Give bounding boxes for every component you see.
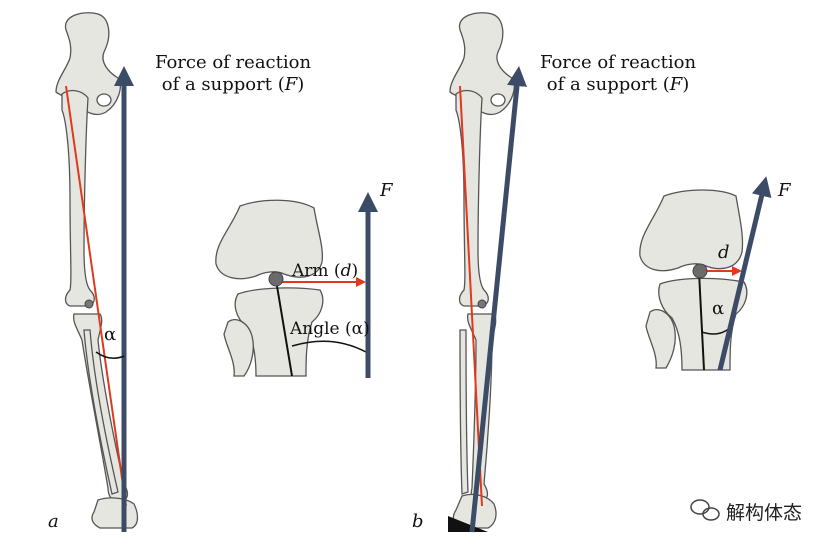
force-title-prefix-a: of a support ( — [161, 74, 285, 95]
watermark-text: 解构体态 — [726, 502, 803, 524]
force-symbol-b: F — [669, 74, 683, 95]
arm-label-a: Arm (d) — [292, 260, 358, 282]
panel-letter-a: a — [48, 511, 59, 532]
angle-arc-a — [291, 340, 367, 353]
knee-a — [215, 199, 324, 377]
mechanical-axis-b — [459, 85, 483, 507]
pelvis-b — [449, 12, 515, 116]
force-title-a: Force of reaction of a support (F) — [148, 52, 318, 96]
force-title-line1-b: Force of reaction — [539, 52, 697, 73]
heel-wedge-b — [448, 516, 488, 532]
angle-label-a: Angle (α) — [290, 319, 370, 339]
watermark: 解构体态 — [726, 498, 802, 525]
force-title-b: Force of reaction of a support (F) — [532, 52, 704, 96]
foot-a — [91, 497, 139, 529]
fibula-b — [459, 329, 469, 495]
femur-condyle-a — [215, 199, 324, 280]
arm-symbol-b: d — [718, 242, 730, 263]
femur-a — [61, 89, 95, 307]
force-title-line1-a: Force of reaction — [154, 52, 312, 73]
tibia-axis-a — [275, 279, 293, 377]
arm-label-suffix-a: ) — [351, 261, 359, 281]
force-title-suffix-b: ) — [682, 74, 690, 95]
leg-skeleton-b — [449, 12, 515, 529]
alpha-label-a: α — [104, 324, 117, 345]
force-label-knee-a: F — [380, 180, 393, 201]
knee-center-a — [84, 299, 94, 309]
force-title-line2-a: of a support (F) — [148, 74, 318, 96]
knee-b — [639, 189, 748, 371]
force-title-suffix-a: ) — [297, 74, 305, 95]
femur-condyle-b — [639, 189, 744, 272]
arm-label-prefix-a: Arm ( — [292, 261, 341, 281]
panel-letter-b: b — [412, 511, 424, 532]
force-symbol-a: F — [284, 74, 298, 95]
fibula-head-a — [223, 319, 254, 377]
force-title-prefix-b: of a support ( — [546, 74, 670, 95]
force-vector-b — [717, 176, 772, 371]
force-arrow-b — [469, 66, 527, 533]
wechat-icon — [690, 499, 720, 521]
alpha-label-b: α — [712, 298, 725, 319]
force-label-knee-b: F — [778, 180, 791, 201]
pelvis-a — [55, 12, 121, 116]
mechanical-axis-a — [65, 85, 127, 507]
knee-point-b — [692, 263, 708, 279]
fibula-head-b — [645, 309, 676, 369]
fibula-a — [83, 329, 119, 495]
tibia-axis-b — [698, 271, 705, 371]
femur-b — [455, 89, 489, 307]
arm-symbol-a: d — [340, 261, 352, 281]
force-title-line2-b: of a support (F) — [532, 74, 704, 96]
knee-point-a — [268, 271, 284, 287]
knee-center-b — [477, 299, 487, 309]
alpha-arc-a — [95, 351, 125, 359]
